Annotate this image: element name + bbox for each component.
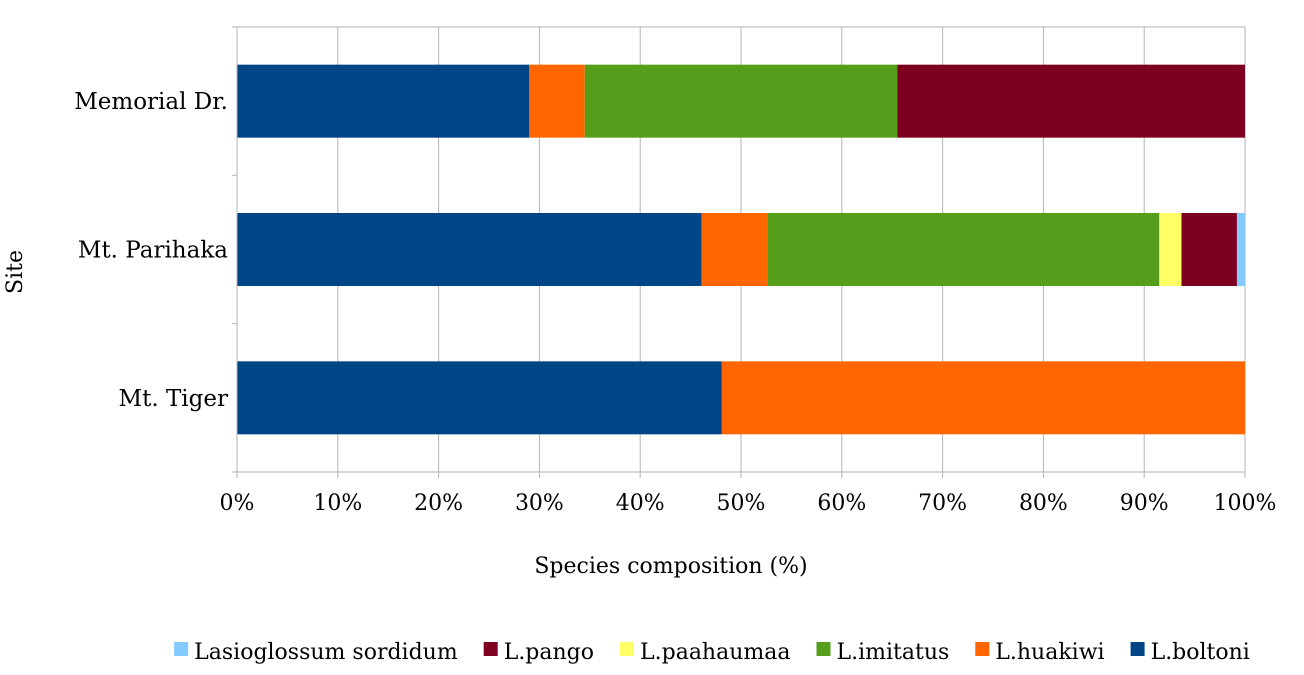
bar-l-boltoni-mt-parihaka [237, 213, 702, 286]
bar-l-imitatus-mt-parihaka [767, 213, 1160, 286]
legend-label: Lasioglossum sordidum [194, 640, 458, 665]
legend-label: L.pango [504, 640, 594, 665]
x-tick-label: 40% [616, 491, 665, 516]
legend-swatch [975, 642, 990, 656]
x-tick-label: 0% [220, 491, 255, 516]
legend-item: Lasioglossum sordidum [174, 640, 458, 665]
bar-lasioglossum-sordidum-mt-parihaka [1236, 213, 1245, 286]
y-axis-title: Site [3, 250, 28, 294]
bar-l-boltoni-mt-tiger [237, 361, 722, 435]
legend-swatch [483, 642, 498, 656]
bar-l-huakiwi-memorial-dr [529, 64, 585, 138]
category-label: Mt. Parihaka [78, 238, 228, 264]
legend-label: L.boltoni [1151, 640, 1250, 665]
bar-l-huakiwi-mt-tiger [721, 361, 1245, 435]
legend-item: L.paahaumaa [620, 640, 790, 665]
x-tick-label: 70% [918, 491, 967, 516]
bar-l-imitatus-memorial-dr [584, 64, 898, 138]
x-tick-label: 50% [717, 491, 766, 516]
x-axis-title: Species composition (%) [534, 554, 807, 579]
bar-l-boltoni-memorial-dr [237, 64, 530, 138]
category-label: Mt. Tiger [119, 386, 228, 412]
x-tick-label: 80% [1019, 491, 1068, 516]
legend-item: L.pango [483, 640, 594, 665]
axes [232, 26, 1246, 478]
category-labels: Memorial Dr. Mt. Parihaka Mt. Tiger [74, 89, 228, 412]
bar-l-pango-mt-parihaka [1181, 213, 1237, 286]
legend-label: L.huakiwi [995, 640, 1104, 665]
x-tick-label: 90% [1120, 491, 1169, 516]
legend-swatch [174, 642, 189, 656]
legend-swatch [1130, 642, 1145, 656]
legend-swatch [620, 642, 635, 656]
bar-l-paahaumaa-mt-parihaka [1159, 213, 1182, 286]
category-label: Memorial Dr. [74, 89, 228, 115]
legend-item: L.boltoni [1130, 640, 1250, 665]
legend: Lasioglossum sordidum L.pango L.paahaumaa L… [174, 640, 1250, 665]
bar-l-pango-memorial-dr [897, 64, 1245, 138]
legend-item: L.imitatus [816, 640, 949, 665]
x-tick-label: 30% [515, 491, 564, 516]
bar-l-huakiwi-mt-parihaka [701, 213, 768, 286]
legend-swatch [816, 642, 831, 656]
legend-label: L.imitatus [836, 640, 949, 665]
x-tick-label: 60% [817, 491, 866, 516]
x-tick-labels: 0% 10% 20% 30% 40% 50% 60% 70% 80% 90% 100% [220, 491, 1277, 516]
x-tick-label: 10% [313, 491, 362, 516]
x-tick-label: 100% [1214, 491, 1277, 516]
legend-item: L.huakiwi [975, 640, 1105, 665]
bars [237, 64, 1245, 435]
x-tick-label: 20% [414, 491, 463, 516]
legend-label: L.paahaumaa [640, 640, 790, 665]
